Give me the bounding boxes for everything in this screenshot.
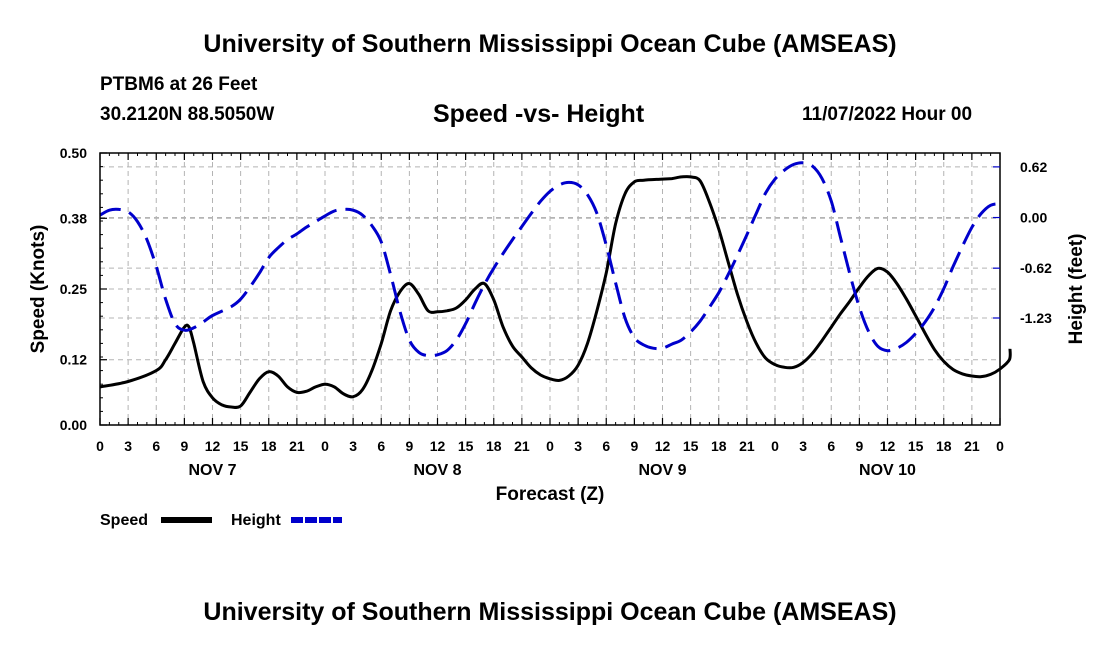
x-tick-label: 12	[430, 438, 446, 454]
y-axis-right-label: Height (feet)	[1066, 234, 1087, 345]
x-tick-label: 15	[683, 438, 699, 454]
x-tick-label: 12	[655, 438, 671, 454]
x-tick-label: 9	[855, 438, 863, 454]
x-tick-label: 9	[180, 438, 188, 454]
chart-title: University of Southern Mississippi Ocean…	[203, 30, 897, 58]
chart-subtitle: Speed -vs- Height	[433, 100, 645, 128]
y-left-tick-label: 0.38	[60, 210, 87, 226]
x-tick-label: 12	[205, 438, 221, 454]
y-left-tick-label: 0.00	[60, 417, 87, 433]
x-tick-label: 21	[289, 438, 305, 454]
y-right-tick-label: -0.62	[1020, 260, 1052, 276]
x-tick-label: 9	[405, 438, 413, 454]
x-tick-label: 0	[96, 438, 104, 454]
x-tick-label: 21	[514, 438, 530, 454]
y-left-tick-label: 0.25	[60, 281, 87, 297]
x-day-label: NOV 7	[188, 462, 236, 479]
y-axis-left-label: Speed (Knots)	[28, 225, 49, 354]
x-tick-label: 3	[124, 438, 132, 454]
x-tick-label: 3	[349, 438, 357, 454]
x-tick-label: 18	[261, 438, 277, 454]
x-tick-label: 15	[458, 438, 474, 454]
x-tick-label: 15	[908, 438, 924, 454]
x-axis-label: Forecast (Z)	[496, 484, 605, 505]
y-right-tick-label: 0.62	[1020, 159, 1047, 175]
axes-layer: 0 3 6 9 12 15 18 21 0 3 6 9 12 15 18 21 0 3 6 9 12 15 18 21 0 3 6 9…	[60, 145, 1052, 479]
grid-layer	[100, 153, 1000, 425]
series-line-height	[99, 161, 1001, 358]
x-tick-label: 21	[964, 438, 980, 454]
x-tick-label: 18	[486, 438, 502, 454]
x-day-label: NOV 8	[413, 462, 461, 479]
x-tick-label: 18	[936, 438, 952, 454]
x-tick-label: 0	[771, 438, 779, 454]
x-tick-label: 3	[574, 438, 582, 454]
x-tick-label: 6	[602, 438, 610, 454]
forecast-datetime: 11/07/2022 Hour 00	[802, 104, 973, 125]
series-line-speed	[99, 175, 1012, 409]
y-left-tick-label: 0.12	[60, 352, 87, 368]
x-tick-label: 0	[546, 438, 554, 454]
y-left-tick-label: 0.50	[60, 145, 87, 161]
x-tick-label: 6	[377, 438, 385, 454]
x-tick-label: 21	[739, 438, 755, 454]
x-tick-label: 6	[827, 438, 835, 454]
series-layer	[99, 161, 1012, 409]
x-tick-label: 0	[996, 438, 1004, 454]
x-tick-label: 12	[880, 438, 896, 454]
legend-label-height: Height	[231, 512, 281, 529]
y-right-tick-label: 0.00	[1020, 210, 1047, 226]
x-tick-label: 18	[711, 438, 727, 454]
x-day-label: NOV 9	[638, 462, 686, 479]
x-day-label: NOV 10	[859, 462, 916, 479]
legend: Speed Height	[100, 512, 342, 529]
station-coordinates: 30.2120N 88.5050W	[100, 104, 275, 125]
x-tick-label: 6	[152, 438, 160, 454]
x-tick-label: 15	[233, 438, 249, 454]
station-label: PTBM6 at 26 Feet	[100, 74, 258, 95]
x-tick-label: 9	[630, 438, 638, 454]
y-right-tick-label: -1.23	[1020, 310, 1052, 326]
x-tick-label: 0	[321, 438, 329, 454]
x-tick-label: 3	[799, 438, 807, 454]
footer-title: University of Southern Mississippi Ocean…	[203, 598, 897, 626]
legend-label-speed: Speed	[100, 512, 148, 529]
